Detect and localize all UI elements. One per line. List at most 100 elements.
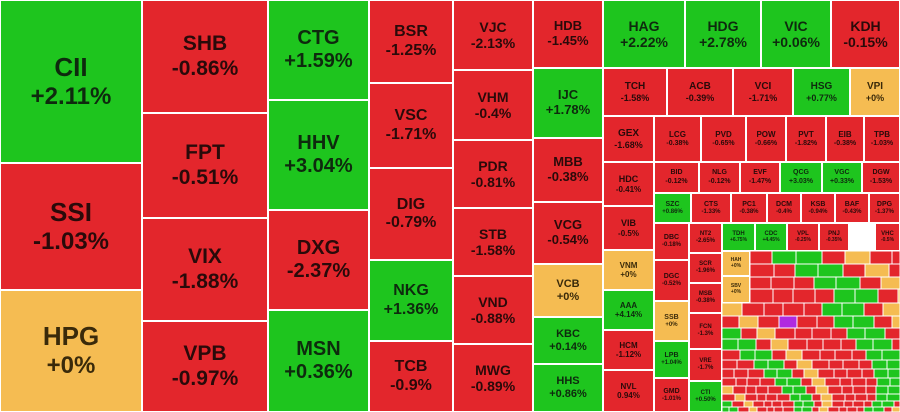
- tile-baf[interactable]: BAF -0.43%: [835, 193, 869, 223]
- tile-nvl[interactable]: NVL 0.94%: [603, 370, 654, 412]
- tile-evf[interactable]: EVF -1.47%: [740, 162, 780, 193]
- tile-vgc[interactable]: VGC +0.33%: [822, 162, 862, 193]
- tile-vic[interactable]: VIC +0.06%: [761, 0, 831, 68]
- tile-pvd[interactable]: PVD -0.65%: [701, 116, 746, 162]
- tile-symbol: VHM: [477, 88, 509, 105]
- tile-vhc[interactable]: VHC -0.5%: [875, 223, 900, 251]
- tile-hah[interactable]: HAH +0%: [722, 251, 750, 276]
- tile-mbb[interactable]: MBB -0.38%: [533, 138, 603, 202]
- tile-acb[interactable]: ACB -0.39%: [667, 68, 733, 116]
- tile-msn[interactable]: MSN +0.36%: [268, 310, 369, 412]
- tile-kdh[interactable]: KDH -0.15%: [831, 0, 900, 68]
- tile-hpg[interactable]: HPG +0%: [0, 290, 142, 412]
- small-stock-tile: [887, 360, 900, 369]
- small-stock-tile: [722, 407, 729, 412]
- tile-hdb[interactable]: HDB -1.45%: [533, 0, 603, 68]
- tile-vci[interactable]: VCI -1.71%: [733, 68, 793, 116]
- tile-vcg[interactable]: VCG -0.54%: [533, 202, 603, 264]
- tile-vcb[interactable]: VCB +0%: [533, 264, 603, 317]
- tile-nlg[interactable]: NLG -0.12%: [699, 162, 740, 193]
- tile-bid[interactable]: BID -0.12%: [654, 162, 699, 193]
- tile-vpl[interactable]: VPL -0.25%: [787, 223, 819, 251]
- small-stock-tile: [793, 386, 806, 394]
- tile-change: -0.38%: [666, 139, 689, 147]
- tile-symbol: ACB: [689, 81, 711, 93]
- tile-fpt[interactable]: FPT -0.51%: [142, 113, 268, 218]
- tile-dxg[interactable]: DXG -2.37%: [268, 210, 369, 310]
- tile-lpb[interactable]: LPB +1.04%: [654, 341, 689, 378]
- tile-msb[interactable]: MSB -0.38%: [689, 283, 722, 313]
- tile-hcm[interactable]: HCM -1.12%: [603, 330, 654, 370]
- tile-shb[interactable]: SHB -0.86%: [142, 0, 268, 113]
- tile-hag[interactable]: HAG +2.22%: [603, 0, 685, 68]
- tile-dcm[interactable]: DCM -0.4%: [767, 193, 801, 223]
- tile-symbol: BSR: [394, 23, 428, 41]
- tile-ssb[interactable]: SSB +0%: [654, 301, 689, 341]
- tile-cti[interactable]: CTI +0.50%: [689, 381, 722, 412]
- tile-ksb[interactable]: KSB -0.94%: [801, 193, 835, 223]
- tile-szc[interactable]: SZC +0.86%: [654, 193, 691, 223]
- tile-dpg[interactable]: DPG -1.37%: [869, 193, 900, 223]
- tile-cdc[interactable]: CDC +4.45%: [755, 223, 787, 251]
- tile-pow[interactable]: POW -0.66%: [746, 116, 786, 162]
- tile-tdh[interactable]: TDH +6.75%: [722, 223, 755, 251]
- tile-vnm[interactable]: VNM +0%: [603, 250, 654, 290]
- tile-gmd[interactable]: GMD -1.01%: [654, 378, 689, 412]
- tile-vnd[interactable]: VND -0.88%: [453, 276, 533, 344]
- tile-scr[interactable]: SCR -1.96%: [689, 253, 722, 283]
- tile-ijc[interactable]: IJC +1.78%: [533, 68, 603, 138]
- tile-hdc[interactable]: HDC -0.41%: [603, 162, 654, 206]
- small-stock-tile: [772, 401, 782, 407]
- small-stock-tile: [843, 360, 859, 369]
- tile-tcb[interactable]: TCB -0.9%: [369, 341, 453, 412]
- tile-symbol: HSG: [810, 81, 833, 93]
- tile-qcg[interactable]: QCG +3.03%: [780, 162, 822, 193]
- tile-dbc[interactable]: DBC -0.18%: [654, 223, 689, 260]
- tile-tch[interactable]: TCH -1.58%: [603, 68, 667, 116]
- tile-vib[interactable]: VIB -0.5%: [603, 206, 654, 250]
- tile-eib[interactable]: EIB -0.38%: [826, 116, 864, 162]
- tile-vhm[interactable]: VHM -0.4%: [453, 70, 533, 140]
- small-stock-tile: [857, 407, 864, 412]
- tile-dgc[interactable]: DGC -0.52%: [654, 260, 689, 301]
- tile-hhs[interactable]: HHS +0.86%: [533, 364, 603, 412]
- tile-gex[interactable]: GEX -1.68%: [603, 116, 654, 162]
- tile-change: +2.11%: [30, 82, 112, 110]
- tile-vix[interactable]: VIX -1.88%: [142, 218, 268, 321]
- tile-hsg[interactable]: HSG +0.77%: [793, 68, 850, 116]
- small-stock-tile: [882, 401, 894, 407]
- tile-pdr[interactable]: PDR -0.81%: [453, 140, 533, 208]
- small-stock-tile: [841, 339, 856, 350]
- tile-dig[interactable]: DIG -0.79%: [369, 168, 453, 260]
- tile-vpi[interactable]: VPI +0%: [850, 68, 900, 116]
- tile-kbc[interactable]: KBC +0.14%: [533, 317, 603, 364]
- tile-hhv[interactable]: HHV +3.04%: [268, 100, 369, 210]
- small-stock-tile: [768, 386, 782, 394]
- small-stock-tile: [853, 316, 874, 328]
- tile-nt2[interactable]: NT2 -2.65%: [689, 223, 722, 253]
- tile-cii[interactable]: CII +2.11%: [0, 0, 142, 163]
- tile-ctg[interactable]: CTG +1.59%: [268, 0, 369, 100]
- tile-vjc[interactable]: VJC -2.13%: [453, 0, 533, 70]
- tile-pvt[interactable]: PVT -1.82%: [786, 116, 826, 162]
- tile-pc1[interactable]: PC1 -0.38%: [731, 193, 767, 223]
- tile-lcg[interactable]: LCG -0.38%: [654, 116, 701, 162]
- tile-tpb[interactable]: TPB -1.03%: [864, 116, 900, 162]
- tile-mwg[interactable]: MWG -0.89%: [453, 344, 533, 412]
- tile-bsr[interactable]: BSR -1.25%: [369, 0, 453, 83]
- tile-aaa[interactable]: AAA +4.14%: [603, 290, 654, 330]
- tile-ssi[interactable]: SSI -1.03%: [0, 163, 142, 290]
- tile-nkg[interactable]: NKG +1.36%: [369, 260, 453, 341]
- tile-vre[interactable]: VRE -1.7%: [689, 349, 722, 381]
- small-stock-tile: [771, 339, 788, 350]
- tile-pnj[interactable]: PNJ -0.35%: [819, 223, 849, 251]
- tile-vpb[interactable]: VPB -0.97%: [142, 321, 268, 412]
- tile-sbv[interactable]: SBV +0%: [722, 276, 750, 303]
- tile-cts[interactable]: CTS -1.33%: [691, 193, 731, 223]
- tile-dgw[interactable]: DGW -1.53%: [862, 162, 900, 193]
- tile-vsc[interactable]: VSC -1.71%: [369, 83, 453, 168]
- tile-fcn[interactable]: FCN -1.3%: [689, 313, 722, 349]
- tile-stb[interactable]: STB -1.58%: [453, 208, 533, 276]
- tile-hdg[interactable]: HDG +2.78%: [685, 0, 761, 68]
- tile-symbol: DGC: [663, 273, 680, 281]
